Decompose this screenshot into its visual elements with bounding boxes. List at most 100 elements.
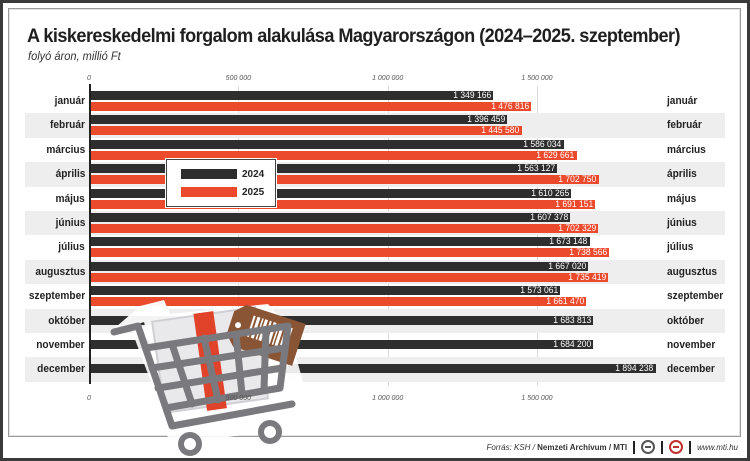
month-label-left: március — [46, 143, 85, 156]
chart-row-2: március március 1 586 034 1 629 661 — [25, 138, 725, 162]
bar-2024: 1 607 378 — [90, 212, 571, 223]
legend-swatch-2024 — [181, 169, 237, 179]
legend-swatch-2025 — [181, 187, 237, 197]
month-label-right: július — [667, 241, 694, 254]
month-label-right: december — [667, 363, 715, 376]
month-label-left: december — [37, 363, 85, 376]
x-tick-label-top: 500 000 — [225, 75, 251, 82]
x-tick-label-bottom: 1 500 000 — [521, 395, 553, 402]
legend-label-2024: 2024 — [242, 168, 265, 180]
bar-2025: 1 691 151 — [90, 198, 596, 210]
value-label-2025: 1 476 816 — [491, 101, 530, 112]
website-link[interactable]: www.mti.hu — [697, 442, 738, 452]
bar-2024: 1 573 061 — [90, 285, 560, 297]
legend-label-2025: 2025 — [242, 186, 265, 198]
gridline — [537, 86, 538, 386]
month-label-right: május — [667, 192, 697, 205]
value-label-2024: 1 607 378 — [530, 212, 569, 223]
chart-row-8: szeptember szeptember 1 573 061 1 661 470 — [25, 284, 725, 308]
x-tick-label-top: 0 — [87, 75, 91, 82]
value-label-2024: 1 894 238 — [615, 363, 654, 375]
mti-logo-icon — [669, 440, 684, 454]
bar-2024: 1 586 034 — [90, 138, 564, 150]
month-label-right: szeptember — [667, 290, 724, 303]
bar-2025: 1 702 750 — [90, 174, 599, 186]
legend: 2024 2025 — [166, 159, 276, 207]
month-label-left: augusztus — [34, 265, 85, 278]
value-label-2025: 1 735 419 — [568, 271, 607, 283]
x-tick-label-bottom: 500 000 — [225, 395, 251, 402]
value-label-2024: 1 673 148 — [549, 236, 588, 248]
month-label-left: október — [47, 314, 85, 327]
value-label-2025: 1 445 580 — [481, 125, 520, 137]
value-label-2025: 1 702 750 — [558, 174, 597, 186]
value-label-2024: 1 683 813 — [552, 314, 591, 326]
month-label-left: június — [55, 217, 85, 229]
legend-item-2024: 2024 — [181, 168, 265, 180]
month-label-right: június — [667, 217, 697, 229]
month-label-left: április — [55, 168, 85, 181]
mtva-logo-icon — [641, 440, 656, 454]
source-prefix: Forrás: KSH / — [486, 442, 538, 452]
shopping-cart-icon — [108, 300, 310, 456]
bar-2024: 1 563 127 — [90, 163, 557, 175]
bar-2024: 1 396 459 — [90, 114, 508, 126]
month-label-right: április — [667, 168, 697, 181]
x-tick-label-top: 1 000 000 — [372, 75, 404, 82]
value-label-2024: 1 396 459 — [467, 114, 506, 126]
divider — [689, 440, 692, 454]
value-label-2025: 1 661 470 — [546, 296, 585, 308]
chart-row-10: november november 1 684 200 — [25, 333, 725, 357]
month-label-right: január — [667, 95, 698, 107]
bar-2025: 1 661 470 — [90, 296, 587, 308]
chart-subtitle: folyó áron, millió Ft — [28, 49, 121, 63]
month-label-left: november — [36, 339, 85, 351]
month-label-left: szeptember — [28, 290, 85, 303]
bar-2024: 1 684 200 — [90, 339, 593, 350]
source-bold: Nemzeti Archívum / MTI — [537, 442, 628, 452]
gridline — [238, 86, 240, 386]
chart-row-7: augusztus augusztus 1 667 020 1 735 419 — [25, 259, 725, 285]
divider — [633, 440, 636, 454]
month-label-right: február — [667, 119, 702, 132]
chart-title: A kiskereskedelmi forgalom alakulása Mag… — [27, 25, 681, 47]
value-label-2024: 1 610 265 — [530, 187, 569, 199]
value-label-2024: 1 684 200 — [552, 339, 591, 350]
bar-2024: 1 894 238 — [90, 363, 656, 375]
value-label-2024: 1 563 127 — [516, 163, 555, 175]
month-label-right: október — [667, 314, 705, 327]
x-tick-label-bottom: 0 — [87, 395, 91, 402]
bar-2024: 1 673 148 — [90, 236, 590, 248]
chart-row-11: december december 1 894 238 — [25, 357, 725, 382]
bar-2025: 1 738 566 — [90, 247, 610, 259]
chart-row-1: február február 1 396 459 1 445 580 — [25, 113, 725, 138]
bar-2025: 1 735 419 — [90, 271, 609, 283]
value-label-2024: 1 573 061 — [519, 285, 558, 297]
bar-2025: 1 702 329 — [90, 223, 599, 234]
month-label-left: május — [55, 192, 85, 205]
chart-row-5: június június 1 607 378 1 702 329 — [25, 211, 725, 236]
bar-2024: 1 667 020 — [90, 260, 588, 272]
y-axis-line — [89, 84, 91, 384]
value-label-2025: 1 702 329 — [558, 223, 597, 234]
month-label-left: február — [50, 119, 85, 132]
divider — [661, 440, 664, 454]
gridline — [387, 86, 389, 386]
value-label-2024: 1 349 166 — [452, 90, 491, 101]
value-label-2025: 1 691 151 — [555, 198, 594, 210]
month-label-right: március — [667, 143, 706, 156]
month-label-right: augusztus — [667, 265, 718, 278]
chart-row-4: május május 1 610 265 1 691 151 — [25, 187, 725, 211]
bar-2025: 1 445 580 — [90, 125, 522, 137]
legend-item-2025: 2025 — [181, 186, 265, 198]
value-label-2025: 1 738 566 — [569, 247, 608, 259]
bar-2024: 1 683 813 — [90, 314, 593, 326]
value-label-2024: 1 667 020 — [547, 260, 586, 272]
value-label-2024: 1 586 034 — [523, 138, 562, 150]
x-tick-label-top: 1 500 000 — [521, 75, 553, 82]
chart-row-6: július július 1 673 148 1 738 566 — [25, 235, 725, 259]
month-label-left: július — [58, 241, 85, 254]
x-tick-label-bottom: 1 000 000 — [372, 395, 404, 402]
chart-row-0: január január 1 349 166 1 476 816 — [25, 89, 725, 113]
bar-2024: 1 610 265 — [90, 187, 571, 199]
